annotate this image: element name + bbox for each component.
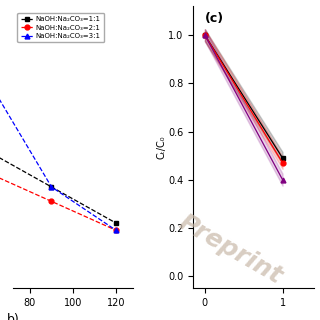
NaOH:Na₂CO₃=3:1 [281,178,284,182]
NaOH:Na₂CO₃=1:1 [50,185,53,189]
Text: (c): (c) [205,12,224,25]
Line: NaOH:Na₂CO₃=2:1: NaOH:Na₂CO₃=2:1 [203,33,285,165]
NaOH:Na₂CO₃=2:1 [50,199,53,203]
NaOH:Na₂CO₃=2:1 [203,33,207,37]
Line: NaOH:Na₂CO₃=1:1: NaOH:Na₂CO₃=1:1 [203,33,285,160]
Line: NaOH:Na₂CO₃=2:1: NaOH:Na₂CO₃=2:1 [0,170,118,233]
NaOH:Na₂CO₃=1:1 [114,221,118,225]
Line: NaOH:Na₂CO₃=1:1: NaOH:Na₂CO₃=1:1 [0,148,118,226]
Y-axis label: Cₜ/C₀: Cₜ/C₀ [157,135,167,159]
NaOH:Na₂CO₃=3:1 [50,185,53,189]
Line: NaOH:Na₂CO₃=3:1: NaOH:Na₂CO₃=3:1 [0,76,118,233]
NaOH:Na₂CO₃=1:1 [203,33,207,37]
NaOH:Na₂CO₃=2:1 [281,161,284,165]
Text: b): b) [7,313,20,320]
Legend: NaOH:Na₂CO₃=1:1, NaOH:Na₂CO₃=2:1, NaOH:Na₂CO₃=3:1: NaOH:Na₂CO₃=1:1, NaOH:Na₂CO₃=2:1, NaOH:N… [18,13,104,43]
NaOH:Na₂CO₃=2:1 [114,228,118,232]
Text: Preprint: Preprint [174,210,286,289]
NaOH:Na₂CO₃=3:1 [114,228,118,232]
NaOH:Na₂CO₃=1:1 [281,156,284,160]
Line: NaOH:Na₂CO₃=3:1: NaOH:Na₂CO₃=3:1 [203,33,285,182]
NaOH:Na₂CO₃=3:1 [203,33,207,37]
